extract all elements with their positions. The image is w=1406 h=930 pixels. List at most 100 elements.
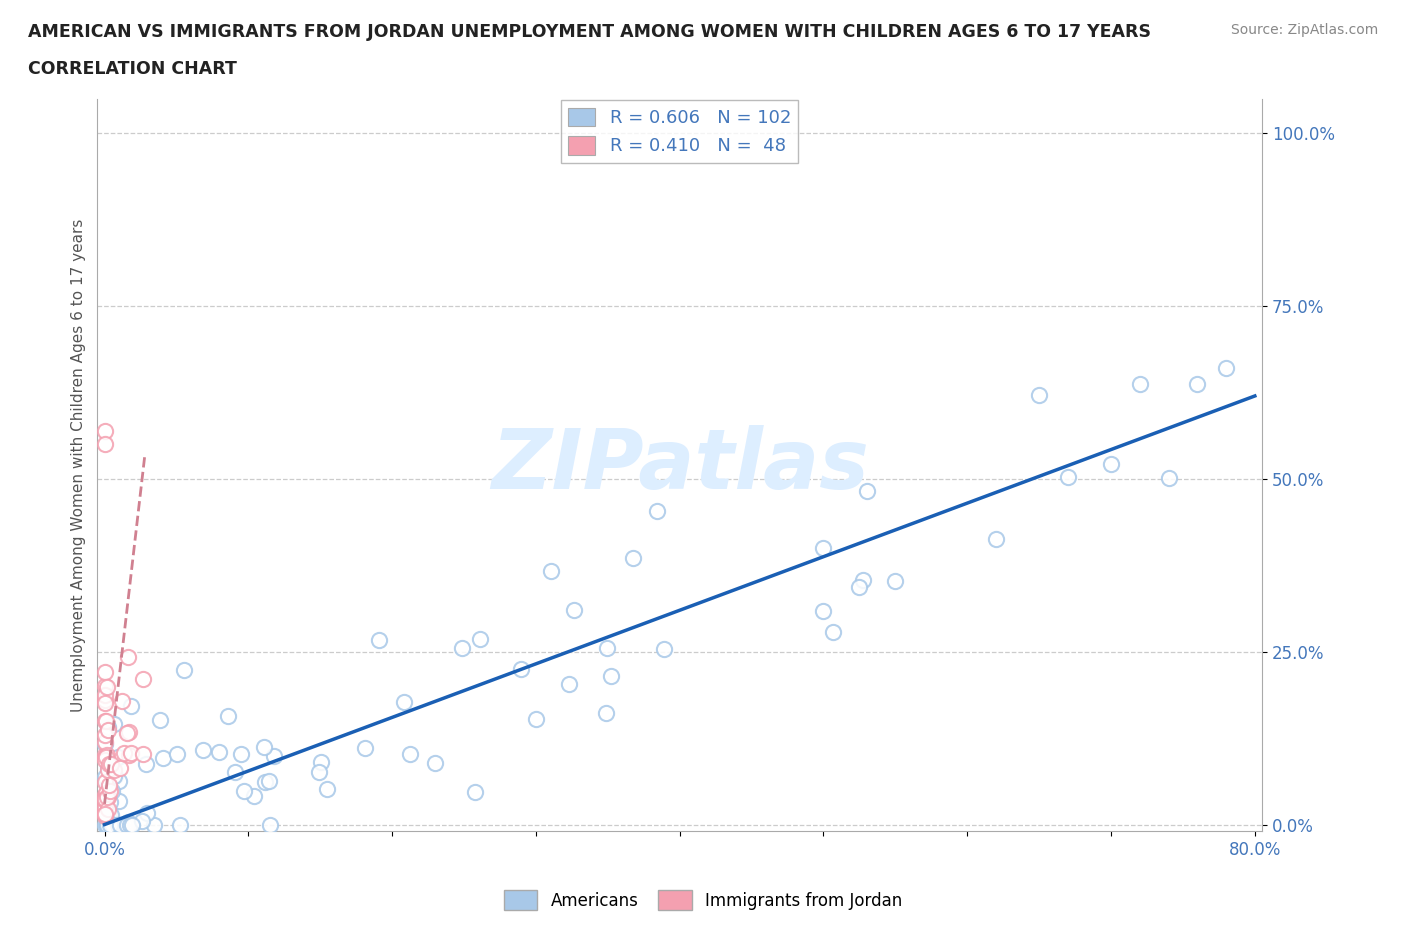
Point bbox=[353, 740, 375, 755]
Point bbox=[1215, 361, 1237, 376]
Point bbox=[117, 817, 139, 832]
Point bbox=[101, 817, 124, 832]
Point bbox=[595, 706, 617, 721]
Point bbox=[107, 817, 129, 832]
Point bbox=[224, 764, 246, 779]
Point bbox=[392, 695, 415, 710]
Point bbox=[98, 756, 121, 771]
Point bbox=[120, 746, 142, 761]
Point bbox=[101, 784, 124, 799]
Point bbox=[97, 721, 120, 736]
Point bbox=[118, 724, 141, 739]
Point bbox=[621, 551, 644, 565]
Point bbox=[117, 815, 139, 830]
Point bbox=[93, 797, 115, 812]
Point bbox=[93, 727, 115, 742]
Point bbox=[524, 711, 547, 726]
Text: CORRELATION CHART: CORRELATION CHART bbox=[28, 60, 238, 78]
Point bbox=[107, 750, 129, 764]
Point bbox=[97, 808, 120, 823]
Point bbox=[564, 603, 586, 618]
Point bbox=[131, 814, 153, 829]
Point bbox=[93, 804, 115, 818]
Point bbox=[93, 748, 115, 763]
Point bbox=[100, 756, 122, 771]
Point bbox=[93, 679, 115, 694]
Point bbox=[101, 817, 124, 832]
Point bbox=[149, 712, 172, 727]
Point bbox=[263, 748, 285, 763]
Point bbox=[117, 649, 139, 664]
Point bbox=[108, 761, 131, 776]
Point bbox=[96, 817, 118, 832]
Point bbox=[97, 815, 120, 830]
Point bbox=[143, 817, 166, 832]
Point bbox=[94, 773, 117, 788]
Point bbox=[645, 504, 668, 519]
Point bbox=[1057, 469, 1080, 484]
Point bbox=[316, 781, 339, 796]
Point bbox=[98, 783, 121, 798]
Point bbox=[93, 751, 115, 765]
Legend: Americans, Immigrants from Jordan: Americans, Immigrants from Jordan bbox=[498, 884, 908, 917]
Legend: R = 0.606   N = 102, R = 0.410   N =  48: R = 0.606 N = 102, R = 0.410 N = 48 bbox=[561, 100, 799, 163]
Point bbox=[848, 579, 870, 594]
Point bbox=[97, 802, 120, 817]
Point bbox=[94, 737, 117, 751]
Point bbox=[233, 784, 256, 799]
Point bbox=[94, 817, 117, 832]
Point bbox=[121, 817, 143, 832]
Text: Source: ZipAtlas.com: Source: ZipAtlas.com bbox=[1230, 23, 1378, 37]
Point bbox=[468, 631, 491, 646]
Point bbox=[96, 817, 118, 832]
Point bbox=[94, 786, 117, 801]
Point bbox=[259, 817, 281, 832]
Point bbox=[97, 817, 120, 832]
Point bbox=[94, 752, 117, 767]
Point bbox=[97, 817, 120, 832]
Point bbox=[100, 817, 122, 832]
Point bbox=[94, 806, 117, 821]
Point bbox=[253, 740, 276, 755]
Point bbox=[98, 795, 121, 810]
Point bbox=[97, 760, 120, 775]
Point bbox=[558, 677, 581, 692]
Point bbox=[118, 748, 141, 763]
Point bbox=[93, 769, 115, 784]
Point bbox=[120, 698, 142, 713]
Point bbox=[652, 642, 675, 657]
Point bbox=[308, 764, 330, 779]
Point bbox=[96, 790, 118, 804]
Point bbox=[93, 800, 115, 815]
Point bbox=[1099, 456, 1122, 471]
Point bbox=[94, 696, 117, 711]
Point bbox=[169, 817, 191, 832]
Point bbox=[103, 768, 125, 783]
Point bbox=[94, 713, 117, 728]
Point bbox=[111, 694, 134, 709]
Point bbox=[131, 747, 153, 762]
Point bbox=[1157, 471, 1180, 485]
Point bbox=[813, 604, 835, 618]
Point bbox=[94, 791, 117, 806]
Point bbox=[108, 774, 131, 789]
Point bbox=[368, 632, 391, 647]
Point bbox=[96, 748, 118, 763]
Point bbox=[855, 484, 877, 498]
Point bbox=[118, 817, 141, 832]
Point bbox=[135, 756, 157, 771]
Point bbox=[100, 808, 122, 823]
Point bbox=[540, 564, 562, 578]
Point bbox=[399, 747, 422, 762]
Point bbox=[114, 817, 136, 832]
Point bbox=[97, 763, 120, 777]
Point bbox=[243, 789, 266, 804]
Point bbox=[93, 693, 115, 708]
Point bbox=[103, 817, 125, 832]
Point bbox=[253, 775, 276, 790]
Point bbox=[1028, 388, 1050, 403]
Point bbox=[97, 723, 120, 737]
Point bbox=[97, 790, 120, 804]
Point bbox=[96, 785, 118, 800]
Point bbox=[96, 800, 118, 815]
